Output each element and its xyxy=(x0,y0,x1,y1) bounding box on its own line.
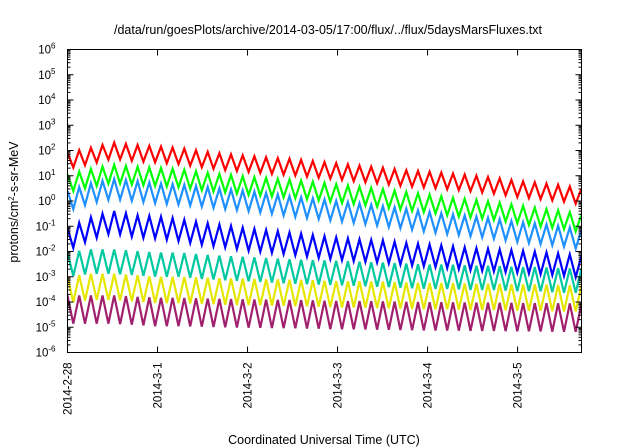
y-tick-label: 10-6 xyxy=(36,345,56,360)
series-line xyxy=(67,139,582,207)
y-axis-label-main: protons/cm xyxy=(7,201,21,263)
y-tick-label: 104 xyxy=(38,92,56,107)
y-tick-label: 102 xyxy=(38,143,56,158)
y-tick-label: 10-4 xyxy=(36,294,56,309)
series-line xyxy=(67,208,582,282)
y-tick-label: 103 xyxy=(38,117,56,132)
series-line xyxy=(67,295,582,333)
y-tick-label: 105 xyxy=(38,67,56,82)
chart-title: /data/run/goesPlots/archive/2014-03-05/1… xyxy=(114,23,543,37)
y-tick-label: 101 xyxy=(38,168,56,183)
series-line xyxy=(67,249,582,294)
y-tick-label: 10-1 xyxy=(36,218,56,233)
x-axis: 2014-2-28 2014-3-1 2014-3-2 2014-3-3 2014-3-… xyxy=(63,49,525,415)
x-tick-label: 2014-3-4 xyxy=(423,362,435,409)
y-axis: 10-6 10-5 10-4 10-3 10-2 10-1 100 101 102 103 104 1… xyxy=(36,42,582,360)
x-tick-label: 2014-3-2 xyxy=(243,363,255,409)
y-tick-label: 106 xyxy=(38,42,56,57)
y-tick-label: 100 xyxy=(38,193,56,208)
series-line xyxy=(67,161,582,235)
plot-area xyxy=(67,139,582,333)
y-tick-label: 10-3 xyxy=(36,269,56,284)
x-tick-label: 2014-3-5 xyxy=(513,363,525,409)
series-line xyxy=(67,273,582,312)
series-line xyxy=(67,174,582,253)
y-axis-label-rest: -s-sr-MeV xyxy=(7,141,21,197)
y-tick-label: 10-2 xyxy=(36,244,56,259)
x-tick-label: 2014-3-1 xyxy=(153,363,165,409)
x-tick-label: 2014-3-3 xyxy=(333,363,345,409)
y-axis-label: protons/cm2-s-sr-MeV xyxy=(7,141,22,263)
y-axis-label-sup: 2 xyxy=(7,196,16,201)
x-axis-label: Coordinated Universal Time (UTC) xyxy=(228,433,420,447)
x-tick-label: 2014-2-28 xyxy=(63,363,75,415)
y-tick-label: 10-5 xyxy=(36,319,56,334)
